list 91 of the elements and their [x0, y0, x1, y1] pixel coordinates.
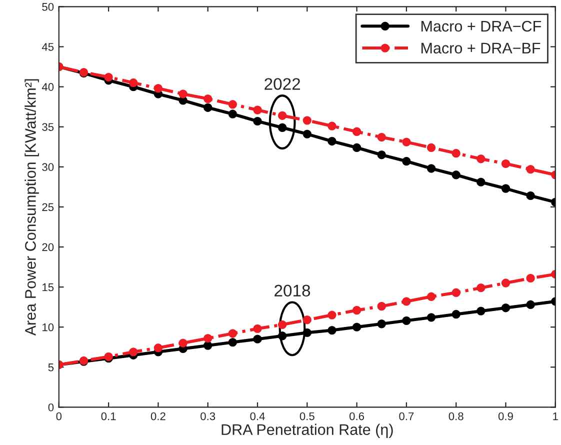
point — [476, 178, 486, 186]
x-axis-title: DRA Penetration Rate (η) — [222, 424, 393, 438]
x-tick-label: 0.6 — [350, 412, 364, 420]
point — [452, 288, 460, 297]
x-tick-label: 0.1 — [101, 412, 116, 420]
y-axis-title: Area Power Consumption [KWatt/km²] — [24, 79, 39, 336]
point — [501, 159, 510, 168]
point — [452, 310, 460, 319]
point — [204, 94, 212, 104]
point — [328, 136, 336, 146]
point — [476, 154, 486, 164]
x-tick-label: 0.9 — [498, 412, 513, 420]
point — [228, 100, 238, 109]
point — [129, 78, 138, 88]
y-tick-label: 5 — [48, 364, 54, 372]
point — [352, 143, 362, 152]
point — [526, 164, 535, 174]
legend-label: Macro + DRA−CF — [421, 20, 542, 32]
point — [377, 302, 386, 311]
point — [426, 313, 436, 322]
x-tick-label: 0.7 — [399, 412, 414, 420]
x-tick-label: 0.8 — [448, 412, 464, 420]
point — [501, 184, 510, 193]
x-tick-label: 0.2 — [150, 412, 166, 420]
point — [501, 304, 510, 312]
point — [377, 150, 386, 160]
y-tick-label: 15 — [42, 283, 54, 292]
point — [328, 326, 336, 335]
point — [352, 322, 362, 332]
point — [154, 84, 163, 93]
point — [452, 170, 460, 180]
point — [253, 324, 262, 334]
point — [426, 143, 436, 152]
point — [104, 72, 113, 82]
point — [302, 130, 312, 138]
point — [204, 334, 212, 343]
y-tick-label: 10 — [42, 323, 54, 332]
point — [302, 328, 312, 338]
point — [377, 320, 386, 328]
x-tick-label: 0.3 — [200, 412, 216, 420]
point — [328, 310, 336, 320]
point — [476, 283, 486, 292]
y-tick-label: 35 — [42, 123, 54, 131]
point — [253, 334, 262, 344]
point — [278, 123, 287, 132]
point — [402, 138, 411, 146]
point — [452, 148, 460, 158]
point — [426, 292, 436, 301]
point — [228, 338, 238, 347]
x-tick-label: 0.4 — [250, 412, 265, 420]
point — [352, 306, 362, 315]
y-tick-label: 0 — [48, 403, 54, 412]
point — [178, 90, 188, 98]
point — [526, 191, 535, 200]
point — [178, 338, 188, 348]
point — [154, 344, 163, 352]
point — [129, 348, 138, 356]
x-tick-label: 1 — [553, 412, 558, 420]
y-tick-label: 30 — [42, 163, 54, 172]
point — [228, 329, 238, 338]
point — [278, 332, 287, 340]
annotation: 2022 — [264, 78, 300, 90]
legend-label: Macro + DRA−BF — [421, 42, 540, 54]
point — [352, 127, 362, 136]
point — [204, 103, 212, 112]
point — [302, 316, 312, 324]
y-tick-label: 45 — [42, 43, 54, 51]
y-tick-label: 25 — [42, 203, 54, 212]
point — [402, 156, 411, 166]
x-tick-label: 0.5 — [300, 412, 314, 420]
point — [228, 110, 238, 118]
y-tick-label: 50 — [42, 2, 54, 11]
point — [377, 132, 386, 142]
point — [278, 111, 287, 120]
point — [253, 106, 262, 114]
y-tick-label: 40 — [42, 83, 54, 91]
point — [278, 320, 287, 330]
x-tick-label: 0 — [56, 412, 62, 420]
point — [204, 341, 212, 350]
point — [302, 116, 312, 125]
point — [526, 300, 535, 309]
point — [501, 278, 510, 288]
point — [402, 297, 411, 306]
point — [253, 116, 262, 126]
point — [402, 316, 411, 326]
point — [476, 306, 486, 316]
point — [426, 164, 436, 173]
point — [328, 122, 336, 130]
point — [526, 274, 535, 283]
annotation: 2018 — [274, 284, 310, 297]
y-tick-label: 20 — [42, 243, 54, 252]
